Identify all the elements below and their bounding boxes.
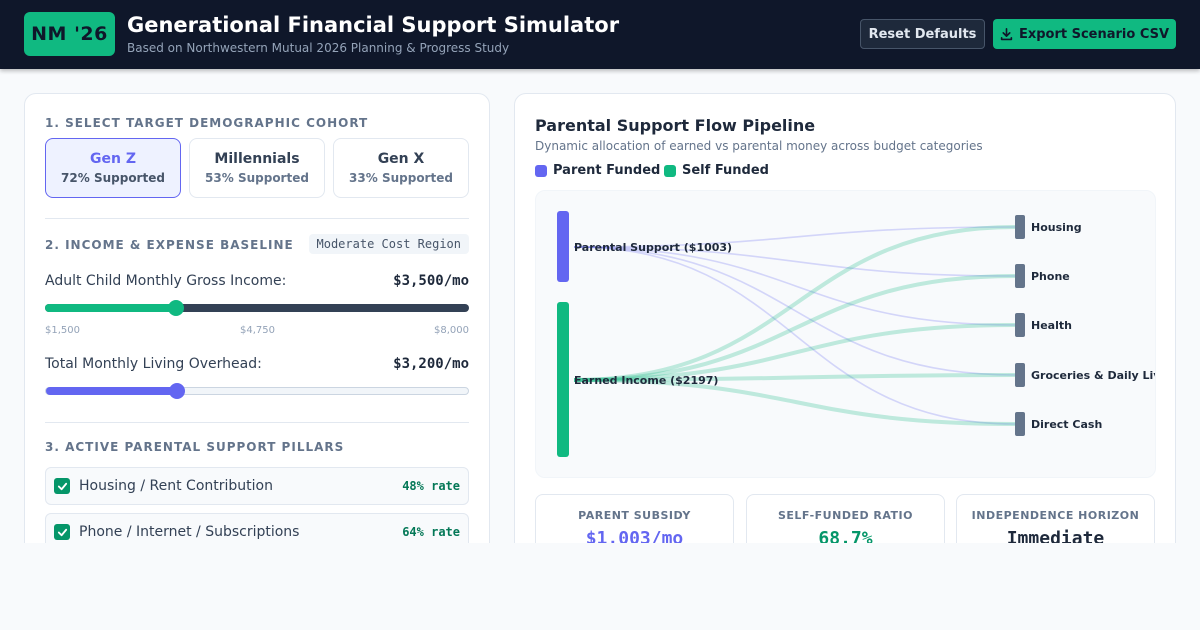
pillar-housing[interactable]: Housing / Rent Contribution 48% rate xyxy=(45,467,469,505)
overhead-slider-thumb[interactable] xyxy=(169,383,185,399)
app-header: NM '26 Generational Financial Support Si… xyxy=(0,0,1200,69)
source-node-1 xyxy=(557,302,569,457)
link-parent-4 xyxy=(573,246,1016,425)
legend-label: Self Funded xyxy=(682,163,769,178)
overhead-slider[interactable] xyxy=(45,383,469,399)
cohort-section-label: 1. Select Target Demographic Cohort xyxy=(45,116,369,130)
legend-swatch xyxy=(535,164,547,177)
flow-subtitle: Dynamic allocation of earned vs parental… xyxy=(535,139,983,153)
pillars-section-label: 3. Active Parental Support Pillars xyxy=(45,440,345,454)
flow-svg: Parental Support ($1003) Earned Income ($… xyxy=(557,211,1156,457)
pillar-checkbox[interactable] xyxy=(54,478,70,494)
logo: NM '26 xyxy=(24,12,115,56)
flow-panel: Parental Support Flow Pipeline Dynamic a… xyxy=(514,93,1176,563)
pillar-rate: 48% rate xyxy=(402,479,460,493)
cohort-name: Gen X xyxy=(377,151,425,167)
target-node-2 xyxy=(1015,313,1025,337)
income-slider-thumb[interactable] xyxy=(168,300,184,316)
pillar-label: Housing / Rent Contribution xyxy=(79,478,273,494)
page-background xyxy=(0,543,1200,630)
income-min-tick: $1,500 xyxy=(45,325,80,336)
legend-swatch xyxy=(664,164,676,177)
check-icon xyxy=(57,528,67,536)
stat-label: Independence Horizon xyxy=(971,509,1140,522)
link-earned-1 xyxy=(573,274,1016,382)
cohort-millennials[interactable]: Millennials 53% Supported xyxy=(189,138,325,198)
source-label-1: Earned Income ($2197) xyxy=(574,374,718,387)
link-parent-1 xyxy=(573,246,1016,277)
flow-diagram: Parental Support ($1003) Earned Income ($… xyxy=(535,190,1156,478)
reset-defaults-button[interactable]: Reset Defaults xyxy=(860,19,985,49)
link-parent-3 xyxy=(573,246,1016,376)
target-label-0: Housing xyxy=(1031,221,1082,234)
export-csv-label: Export Scenario CSV xyxy=(1018,26,1170,42)
check-icon xyxy=(57,482,67,490)
app-title: Generational Financial Support Simulator xyxy=(127,13,620,37)
pillar-checkbox[interactable] xyxy=(54,524,70,540)
cohort-rate: 33% Supported xyxy=(349,171,453,185)
target-label-4: Direct Cash xyxy=(1031,418,1102,431)
export-csv-button[interactable]: Export Scenario CSV xyxy=(993,19,1176,49)
overhead-slider-label: Total Monthly Living Overhead: xyxy=(45,356,262,372)
target-node-4 xyxy=(1015,412,1025,436)
legend-self-funded: Self Funded xyxy=(664,163,769,178)
legend-parent-funded: Parent Funded xyxy=(535,163,660,178)
cohort-name: Gen Z xyxy=(90,151,136,167)
link-earned-2 xyxy=(573,323,1016,382)
target-node-0 xyxy=(1015,215,1025,239)
pillar-rate: 64% rate xyxy=(402,525,460,539)
divider xyxy=(45,422,469,423)
income-slider[interactable] xyxy=(45,300,469,316)
link-earned-3 xyxy=(573,373,1016,382)
app-subtitle: Based on Northwestern Mutual 2026 Planni… xyxy=(127,41,510,55)
download-icon xyxy=(1000,27,1013,40)
link-parent-0 xyxy=(573,226,1016,248)
cohort-name: Millennials xyxy=(214,151,300,167)
income-slider-fill xyxy=(45,304,176,312)
controls-panel: 1. Select Target Demographic Cohort Gen … xyxy=(24,93,490,563)
source-label-0: Parental Support ($1003) xyxy=(574,241,732,254)
flow-title: Parental Support Flow Pipeline xyxy=(535,116,816,135)
income-slider-label: Adult Child Monthly Gross Income: xyxy=(45,273,287,289)
stat-label: Parent Subsidy xyxy=(578,509,691,522)
cohort-gen-z[interactable]: Gen Z 72% Supported xyxy=(45,138,181,198)
divider xyxy=(45,218,469,219)
income-section-label: 2. Income & Expense Baseline xyxy=(45,238,294,252)
target-label-2: Health xyxy=(1031,319,1072,332)
overhead-slider-value: $3,200/mo xyxy=(393,356,469,372)
stat-label: Self-Funded Ratio xyxy=(777,509,914,522)
cohort-gen-x[interactable]: Gen X 33% Supported xyxy=(333,138,469,198)
target-label-3: Groceries & Daily Living xyxy=(1031,369,1156,382)
legend-label: Parent Funded xyxy=(553,163,661,178)
link-parent-2 xyxy=(573,246,1016,326)
income-max-tick: $8,000 xyxy=(434,325,469,336)
link-earned-0 xyxy=(573,225,1016,382)
income-mid-tick: $4,750 xyxy=(240,325,275,336)
cohort-rate: 72% Supported xyxy=(61,171,165,185)
reset-defaults-label: Reset Defaults xyxy=(868,26,977,42)
cohort-rate: 53% Supported xyxy=(205,171,309,185)
source-node-0 xyxy=(557,211,569,282)
pillar-label: Phone / Internet / Subscriptions xyxy=(79,524,300,540)
target-node-3 xyxy=(1015,363,1025,387)
target-node-1 xyxy=(1015,264,1025,288)
region-badge: Moderate Cost Region xyxy=(308,234,469,254)
overhead-slider-fill xyxy=(46,387,177,395)
income-slider-value: $3,500/mo xyxy=(393,273,469,289)
link-earned-4 xyxy=(573,378,1016,426)
target-label-1: Phone xyxy=(1031,270,1070,283)
